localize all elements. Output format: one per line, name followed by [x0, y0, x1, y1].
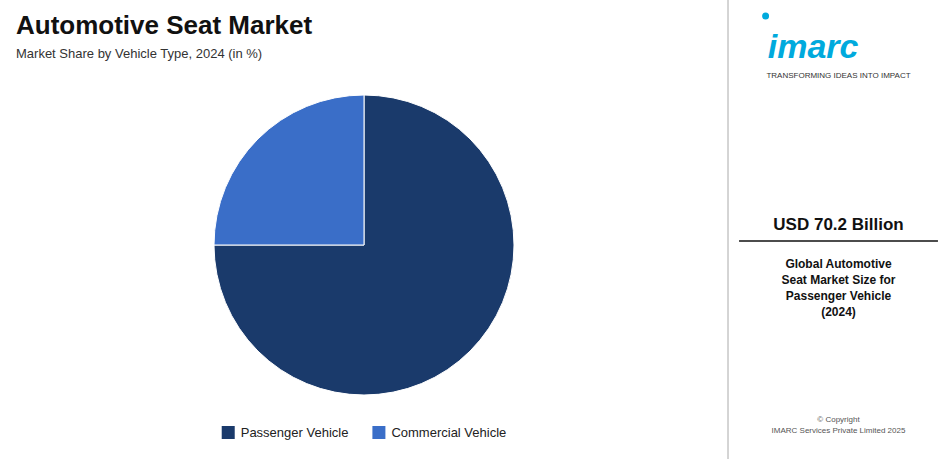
legend-item: Passenger Vehicle	[222, 425, 349, 440]
legend-label: Commercial Vehicle	[391, 425, 506, 440]
pie	[214, 95, 514, 395]
text-line: IMARC Services Private Limited 2025	[772, 426, 906, 435]
text-line: (2024)	[821, 305, 856, 319]
text-line: © Copyright	[817, 415, 860, 424]
logo: imarc	[768, 27, 859, 65]
legend-swatch	[372, 426, 385, 439]
panel-subtitle: Global Automotive Seat Market Size for Pas…	[781, 257, 895, 319]
text-line: Passenger Vehicle	[786, 289, 892, 303]
tagline: TRANSFORMING IDEAS INTO IMPACT	[766, 71, 910, 80]
text-line: Global Automotive	[785, 257, 892, 271]
pie-slice	[214, 95, 514, 395]
chart: Automotive Seat Market Market Share by Ve…	[0, 0, 949, 459]
legend-item: Commercial Vehicle	[372, 425, 506, 440]
background	[0, 0, 949, 459]
info-panel: imarc TRANSFORMING IDEAS INTO IMPACT USD 7…	[728, 0, 938, 459]
logo-dot	[762, 13, 769, 20]
legend-label: Passenger Vehicle	[241, 425, 349, 440]
legend-swatch	[222, 426, 235, 439]
text-line: Seat Market Size for	[781, 273, 895, 287]
pie-slice	[214, 95, 364, 245]
title: Automotive Seat Market	[16, 10, 313, 40]
separator	[728, 0, 729, 459]
value-text: USD 70.2 Billion	[773, 215, 903, 234]
subtitle: Market Share by Vehicle Type, 2024 (in %…	[16, 46, 262, 61]
legend: Passenger Vehicle Commercial Vehicle	[222, 425, 507, 440]
value-underline	[739, 240, 938, 242]
copyright: © Copyright IMARC Services Private Limite…	[772, 415, 906, 435]
